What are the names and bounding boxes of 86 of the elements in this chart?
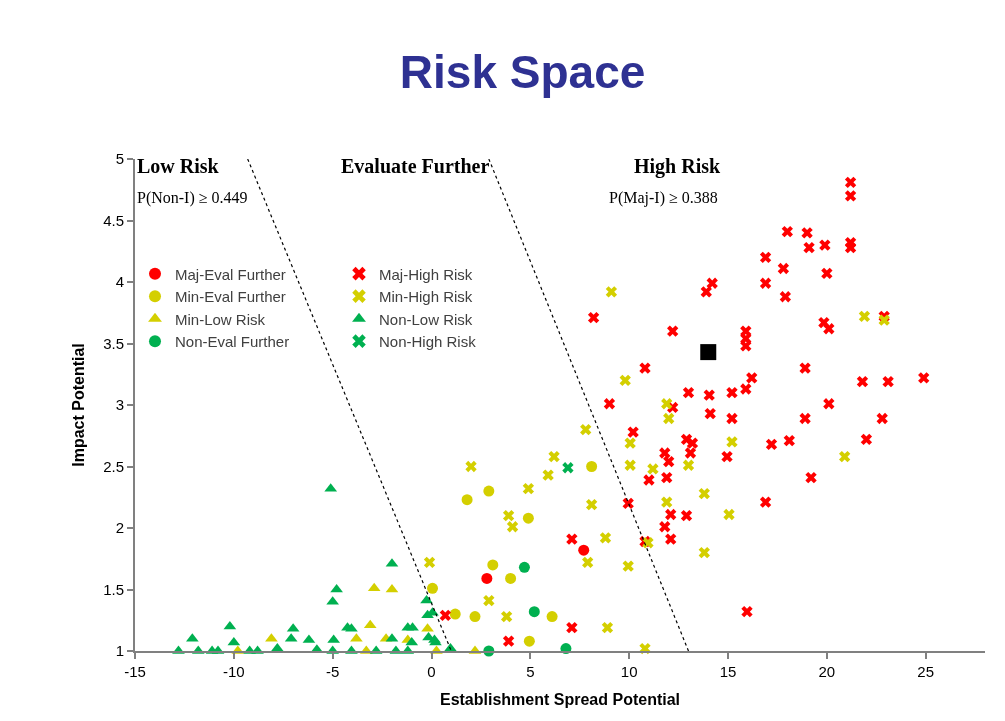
- legend-label: Non-Eval Further: [175, 333, 290, 350]
- y-tick-label: 3: [115, 396, 124, 414]
- point: [427, 582, 438, 594]
- y-tick-label: 2: [115, 519, 124, 537]
- point: [367, 582, 381, 592]
- point: [605, 286, 618, 298]
- point: [698, 487, 710, 500]
- annotation: Low Risk: [137, 155, 220, 177]
- point: [663, 412, 675, 425]
- point: [578, 544, 590, 556]
- x-tick-label: 15: [719, 663, 737, 680]
- x-tick-label: 5: [526, 663, 535, 680]
- x-tick-label: 10: [620, 663, 638, 680]
- point: [838, 451, 851, 463]
- chart-title: Risk Space: [399, 46, 646, 99]
- point: [586, 461, 598, 472]
- point: [723, 508, 735, 521]
- legend-label: Non-High Risk: [379, 333, 477, 350]
- point: [622, 560, 634, 572]
- point: [500, 610, 513, 623]
- point: [227, 636, 241, 646]
- point: [585, 498, 598, 511]
- point: [487, 559, 499, 571]
- y-tick-label: 4: [115, 273, 124, 291]
- y-tick-label: 4.5: [103, 211, 124, 229]
- point: [469, 611, 481, 623]
- point: [624, 459, 636, 471]
- point: [858, 310, 871, 323]
- x-tick-label: 25: [917, 663, 935, 680]
- point: [522, 482, 535, 495]
- x-tick-label: 0: [427, 663, 436, 680]
- legend-label: Maj-Eval Further: [175, 265, 286, 283]
- legend-label: Min-Low Risk: [175, 310, 266, 328]
- x-tick-label: -15: [124, 663, 146, 680]
- y-tick-label: 3.5: [103, 334, 124, 352]
- point: [682, 459, 695, 471]
- y-tick-label: 1: [115, 642, 124, 660]
- point: [523, 635, 535, 647]
- point: [700, 344, 717, 361]
- legend-label: Maj-High Risk: [379, 265, 473, 283]
- point: [423, 556, 436, 569]
- point: [522, 512, 534, 524]
- point: [698, 546, 710, 559]
- point: [223, 620, 237, 630]
- annotation: Evaluate Further: [341, 155, 490, 177]
- y-axis-title: Impact Potential: [69, 343, 87, 467]
- y-tick-label: 1.5: [103, 580, 124, 598]
- point: [661, 398, 673, 410]
- point: [726, 436, 738, 448]
- point: [465, 460, 477, 473]
- point: [601, 621, 614, 634]
- annotation: High Risk: [634, 155, 722, 178]
- point: [483, 485, 495, 497]
- point: [661, 496, 673, 508]
- point: [506, 521, 519, 533]
- x-axis-title: Establishment Spread Potential: [439, 691, 681, 709]
- point: [449, 608, 461, 620]
- legend-label: Non-Low Risk: [379, 310, 473, 328]
- point: [502, 510, 515, 522]
- point: [562, 462, 574, 474]
- legend-label: Min-High Risk: [379, 288, 473, 305]
- point: [619, 374, 631, 387]
- point: [546, 611, 558, 623]
- point: [481, 572, 493, 584]
- y-tick-label: 5: [115, 150, 124, 168]
- x-tick-label: -5: [326, 663, 340, 680]
- point: [599, 532, 612, 544]
- x-tick-label: 20: [818, 663, 836, 680]
- point: [542, 469, 554, 481]
- point: [548, 451, 560, 463]
- point: [518, 561, 530, 573]
- point: [528, 606, 540, 618]
- point: [580, 423, 592, 436]
- point: [582, 556, 594, 569]
- y-tick-label: 2.5: [103, 457, 124, 475]
- legend-label: Min-Eval Further: [175, 288, 286, 305]
- point: [483, 594, 495, 607]
- annotation: P(Maj-I) ≥ 0.388: [609, 189, 718, 207]
- point: [878, 314, 890, 326]
- x-tick-label: -10: [223, 663, 245, 680]
- point: [461, 494, 473, 506]
- point: [505, 572, 517, 584]
- point: [405, 636, 419, 646]
- point: [647, 463, 659, 475]
- point: [624, 437, 636, 449]
- annotation: P(Non-I) ≥ 0.449: [137, 189, 248, 207]
